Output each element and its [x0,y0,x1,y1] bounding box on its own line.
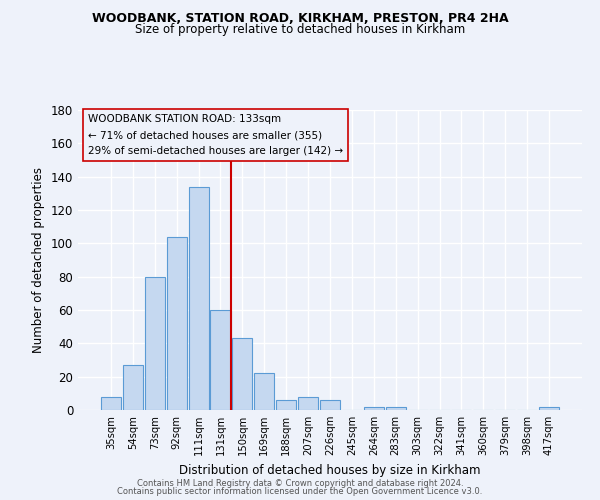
Bar [539,406,559,410]
Y-axis label: Number of detached properties: Number of detached properties [32,167,45,353]
Bar [188,186,209,410]
Text: Size of property relative to detached houses in Kirkham: Size of property relative to detached ho… [135,22,465,36]
Bar [123,365,143,410]
Bar [101,396,121,410]
X-axis label: Distribution of detached houses by size in Kirkham: Distribution of detached houses by size … [179,464,481,476]
Bar [320,400,340,410]
Text: WOODBANK, STATION ROAD, KIRKHAM, PRESTON, PR4 2HA: WOODBANK, STATION ROAD, KIRKHAM, PRESTON… [92,12,508,26]
Text: Contains HM Land Registry data © Crown copyright and database right 2024.: Contains HM Land Registry data © Crown c… [137,478,463,488]
Bar [276,400,296,410]
Bar [232,338,253,410]
Bar [145,276,165,410]
Bar [298,396,318,410]
Text: Contains public sector information licensed under the Open Government Licence v3: Contains public sector information licen… [118,487,482,496]
Bar [386,406,406,410]
Bar [364,406,384,410]
Bar [211,310,230,410]
Bar [167,236,187,410]
Text: WOODBANK STATION ROAD: 133sqm
← 71% of detached houses are smaller (355)
29% of : WOODBANK STATION ROAD: 133sqm ← 71% of d… [88,114,343,156]
Bar [254,374,274,410]
